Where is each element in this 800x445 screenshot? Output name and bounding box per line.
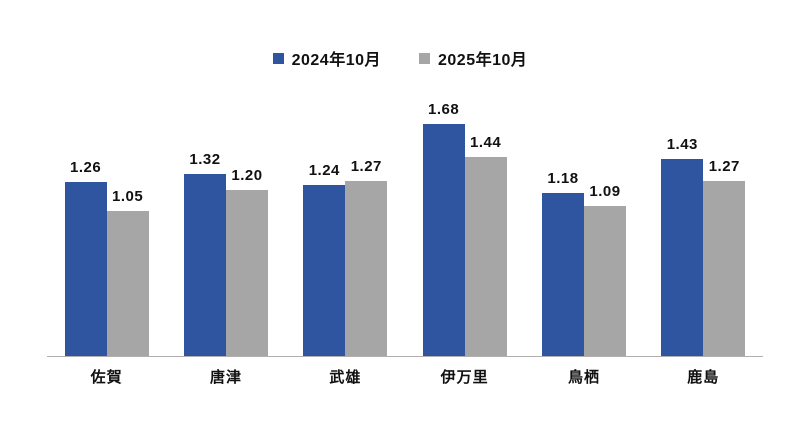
bar-column: 1.32 <box>183 150 226 356</box>
legend-label: 2025年10月 <box>438 52 528 69</box>
category-axis: 佐賀 唐津 武雄 伊万里 鳥栖 鹿島 <box>47 366 763 387</box>
legend-label: 2024年10月 <box>291 52 381 69</box>
value-label: 1.27 <box>350 157 382 175</box>
bar[interactable] <box>183 173 226 356</box>
bar-group: 1.68 1.44 <box>405 85 524 356</box>
legend-swatch-icon <box>272 52 284 64</box>
bar[interactable] <box>541 193 584 356</box>
bar[interactable] <box>225 190 268 356</box>
bar-group: 1.32 1.20 <box>166 85 285 356</box>
bar-column: 1.27 <box>703 157 746 356</box>
bar[interactable] <box>703 180 746 356</box>
legend-item[interactable]: 2025年10月 <box>419 46 527 70</box>
bar-column: 1.44 <box>464 134 507 356</box>
legend-swatch-icon <box>419 52 430 64</box>
bar[interactable] <box>345 180 388 356</box>
bar-column: 1.68 <box>422 101 465 356</box>
bar-column: 1.27 <box>345 157 388 356</box>
value-label: 1.44 <box>470 134 502 152</box>
value-label: 1.32 <box>189 150 221 168</box>
plot-area: 1.26 1.05 1.32 1.20 1.24 1.27 1.68 1.44 1.18 1.09… <box>47 85 763 357</box>
value-label: 1.26 <box>70 159 102 177</box>
bar-column: 1.09 <box>583 182 626 356</box>
bar-column: 1.24 <box>303 161 346 356</box>
bar-group: 1.24 1.27 <box>286 85 405 356</box>
category-label: 武雄 <box>329 369 362 386</box>
bar-column: 1.26 <box>64 159 107 356</box>
bar-group: 1.18 1.09 <box>524 85 643 356</box>
value-label: 1.20 <box>231 167 263 185</box>
value-label: 1.09 <box>589 182 621 200</box>
bar[interactable] <box>661 158 704 356</box>
category-label: 鹿島 <box>687 369 720 386</box>
bar-column: 1.43 <box>661 135 704 356</box>
value-label: 1.68 <box>428 101 460 119</box>
category-label: 伊万里 <box>440 369 489 386</box>
bar[interactable] <box>303 184 346 356</box>
chart-legend: 2024年10月 2025年10月 <box>0 46 800 70</box>
bar[interactable] <box>583 205 626 356</box>
category-label: 唐津 <box>209 369 242 386</box>
value-label: 1.27 <box>708 157 740 175</box>
value-label: 1.05 <box>112 188 144 206</box>
value-label: 1.18 <box>547 170 579 188</box>
category-label: 鳥栖 <box>567 369 600 386</box>
value-label: 1.24 <box>308 161 340 179</box>
bar[interactable] <box>106 211 149 356</box>
bar-column: 1.05 <box>106 188 149 356</box>
value-label: 1.43 <box>666 135 698 153</box>
bar[interactable] <box>464 157 507 356</box>
bar[interactable] <box>422 124 465 356</box>
bar-column: 1.20 <box>225 167 268 356</box>
bar-group: 1.43 1.27 <box>644 85 763 356</box>
bar[interactable] <box>64 182 107 356</box>
bar-column: 1.18 <box>541 170 584 356</box>
category-label: 佐賀 <box>90 369 123 386</box>
legend-item[interactable]: 2024年10月 <box>272 46 381 70</box>
bar-group: 1.26 1.05 <box>47 85 166 356</box>
